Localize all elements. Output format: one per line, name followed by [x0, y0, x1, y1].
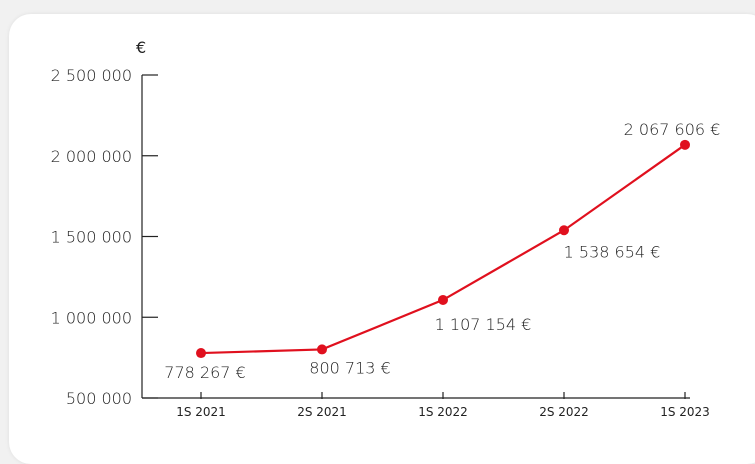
y-unit-label: €	[136, 38, 146, 57]
y-tick-label: 2 500 000	[51, 66, 132, 85]
y-tick-label: 1 500 000	[51, 228, 132, 247]
x-tick-label: 1S 2022	[418, 405, 468, 419]
data-label: 800 713 €	[309, 358, 390, 377]
data-point	[559, 225, 569, 235]
y-tick-label: 500 000	[66, 389, 132, 408]
data-point	[680, 140, 690, 150]
data-point	[438, 295, 448, 305]
x-tick-label: 1S 2023	[660, 405, 710, 419]
data-label: 1 538 654 €	[564, 242, 661, 261]
line-chart: €500 000 1 000 000 1 500 000 2 000 000 2 500…	[0, 0, 755, 451]
x-tick-label: 2S 2021	[297, 405, 347, 419]
x-tick-labels: 1S 2021 2S 2021 1S 2022 2S 2022 1S 2023	[176, 405, 710, 419]
data-point	[317, 344, 327, 354]
y-tick-label: 2 000 000	[51, 147, 132, 166]
y-tick-label: 1 000 000	[51, 308, 132, 327]
data-labels: 778 267 € 800 713 € 1 107 154 € 1 538 654 €…	[164, 120, 720, 382]
x-tick-label: 1S 2021	[176, 405, 226, 419]
axes	[142, 75, 690, 399]
data-label: 2 067 606 €	[624, 120, 721, 139]
y-tick-labels: €500 000 1 000 000 1 500 000 2 000 000 2 500…	[51, 38, 147, 408]
x-tick-label: 2S 2022	[539, 405, 589, 419]
data-label: 1 107 154 €	[435, 315, 532, 334]
data-label: 778 267 €	[164, 363, 245, 382]
data-point	[196, 348, 206, 358]
